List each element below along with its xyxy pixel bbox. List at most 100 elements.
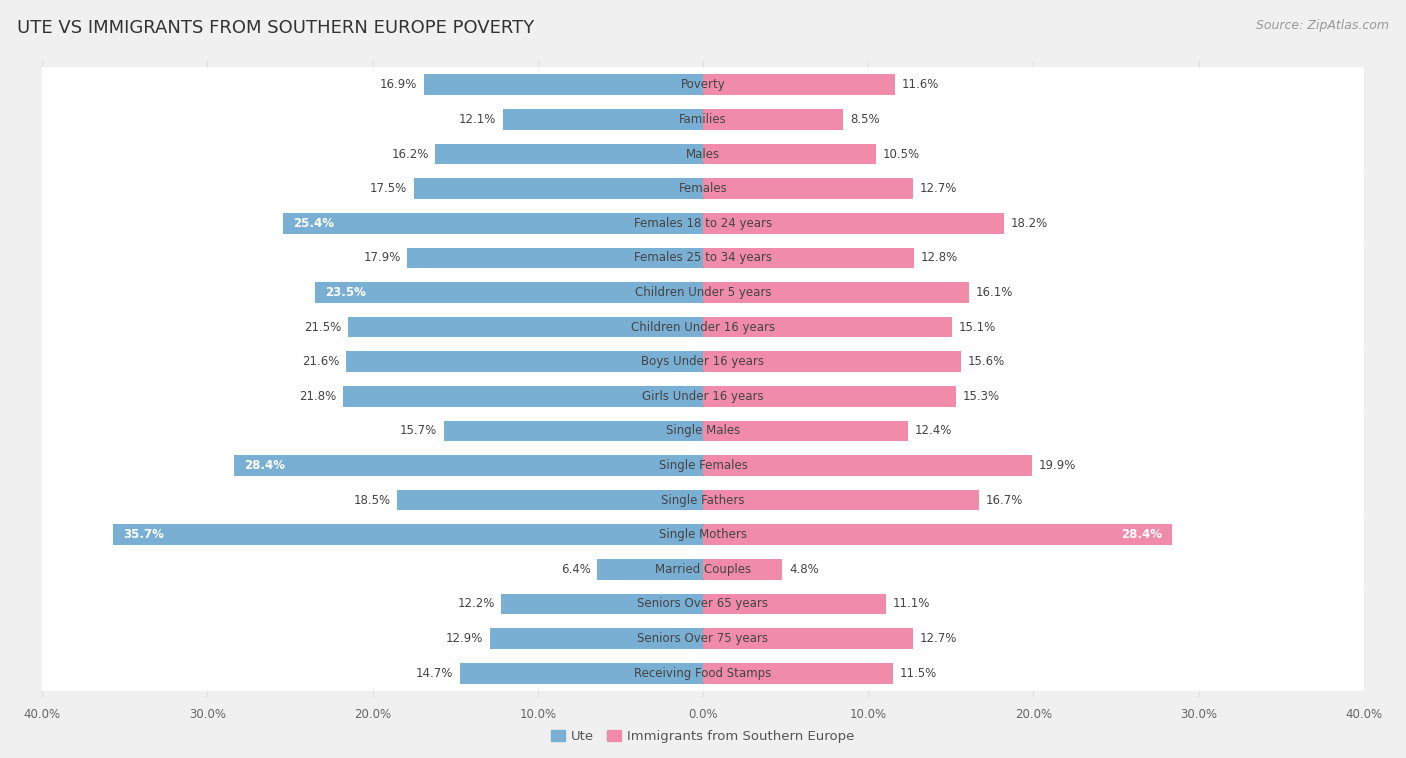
FancyBboxPatch shape [25,517,1381,553]
FancyBboxPatch shape [25,656,1381,691]
Bar [398,490,703,510]
Text: Boys Under 16 years: Boys Under 16 years [641,356,765,368]
Text: 15.1%: 15.1% [959,321,997,334]
Text: Single Fathers: Single Fathers [661,493,745,506]
Text: 16.2%: 16.2% [391,148,429,161]
FancyBboxPatch shape [25,448,1381,483]
Text: 17.5%: 17.5% [370,182,408,195]
Bar [703,559,782,580]
Legend: Ute, Immigrants from Southern Europe: Ute, Immigrants from Southern Europe [546,725,860,748]
Bar [413,178,703,199]
Text: Single Males: Single Males [666,424,740,437]
Text: 6.4%: 6.4% [561,563,591,576]
FancyBboxPatch shape [25,552,1381,587]
Text: Females: Females [679,182,727,195]
Bar [703,109,844,130]
Bar [343,386,703,407]
Bar [436,144,703,164]
Text: 11.5%: 11.5% [900,666,936,680]
Text: 12.2%: 12.2% [457,597,495,610]
Text: Children Under 16 years: Children Under 16 years [631,321,775,334]
Text: 12.7%: 12.7% [920,632,957,645]
Text: Children Under 5 years: Children Under 5 years [634,286,772,299]
Bar [703,490,979,510]
Text: 8.5%: 8.5% [851,113,880,126]
Bar [703,74,894,96]
Text: 12.1%: 12.1% [460,113,496,126]
Text: 16.7%: 16.7% [986,493,1024,506]
Bar [502,594,703,614]
Bar [284,213,703,233]
Bar [315,282,703,303]
Bar [444,421,703,441]
Text: 10.5%: 10.5% [883,148,920,161]
Text: 25.4%: 25.4% [294,217,335,230]
FancyBboxPatch shape [25,483,1381,518]
Bar [703,525,1173,545]
FancyBboxPatch shape [25,102,1381,137]
Bar [489,628,703,649]
Text: 11.1%: 11.1% [893,597,931,610]
FancyBboxPatch shape [25,413,1381,449]
Text: 21.6%: 21.6% [302,356,339,368]
FancyBboxPatch shape [25,205,1381,241]
Text: 19.9%: 19.9% [1039,459,1076,472]
Text: 21.5%: 21.5% [304,321,342,334]
Text: UTE VS IMMIGRANTS FROM SOUTHERN EUROPE POVERTY: UTE VS IMMIGRANTS FROM SOUTHERN EUROPE P… [17,19,534,37]
Text: 35.7%: 35.7% [124,528,165,541]
Bar [408,248,703,268]
Text: 16.1%: 16.1% [976,286,1012,299]
FancyBboxPatch shape [25,136,1381,172]
Text: 15.7%: 15.7% [399,424,437,437]
FancyBboxPatch shape [25,344,1381,379]
FancyBboxPatch shape [25,621,1381,656]
FancyBboxPatch shape [25,240,1381,275]
Bar [346,351,703,372]
Bar [460,662,703,684]
Text: Males: Males [686,148,720,161]
FancyBboxPatch shape [25,171,1381,206]
Text: 18.2%: 18.2% [1011,217,1047,230]
Bar [703,317,952,337]
Bar [423,74,703,96]
Bar [703,178,912,199]
Text: 23.5%: 23.5% [325,286,366,299]
Text: 17.9%: 17.9% [363,252,401,265]
Bar [598,559,703,580]
Text: 12.4%: 12.4% [914,424,952,437]
Bar [703,628,912,649]
Bar [703,144,876,164]
Text: 28.4%: 28.4% [1121,528,1163,541]
Text: 12.7%: 12.7% [920,182,957,195]
Bar [703,662,893,684]
Text: 15.3%: 15.3% [962,390,1000,402]
Text: Females 25 to 34 years: Females 25 to 34 years [634,252,772,265]
Text: Married Couples: Married Couples [655,563,751,576]
Text: 21.8%: 21.8% [299,390,336,402]
Text: Girls Under 16 years: Girls Under 16 years [643,390,763,402]
Text: Poverty: Poverty [681,78,725,92]
Bar [703,421,908,441]
Bar [114,525,703,545]
FancyBboxPatch shape [25,586,1381,622]
Bar [703,282,969,303]
FancyBboxPatch shape [25,275,1381,310]
Text: 15.6%: 15.6% [967,356,1004,368]
Text: 16.9%: 16.9% [380,78,418,92]
Bar [703,213,1004,233]
Text: Source: ZipAtlas.com: Source: ZipAtlas.com [1256,19,1389,32]
FancyBboxPatch shape [25,309,1381,345]
Text: 4.8%: 4.8% [789,563,818,576]
Text: Seniors Over 65 years: Seniors Over 65 years [637,597,769,610]
Bar [233,455,703,476]
Text: 28.4%: 28.4% [243,459,285,472]
Text: Seniors Over 75 years: Seniors Over 75 years [637,632,769,645]
Bar [703,455,1032,476]
Text: 12.8%: 12.8% [921,252,959,265]
FancyBboxPatch shape [25,67,1381,102]
Bar [703,351,960,372]
Text: Families: Families [679,113,727,126]
FancyBboxPatch shape [25,379,1381,414]
Bar [703,248,914,268]
Text: Receiving Food Stamps: Receiving Food Stamps [634,666,772,680]
